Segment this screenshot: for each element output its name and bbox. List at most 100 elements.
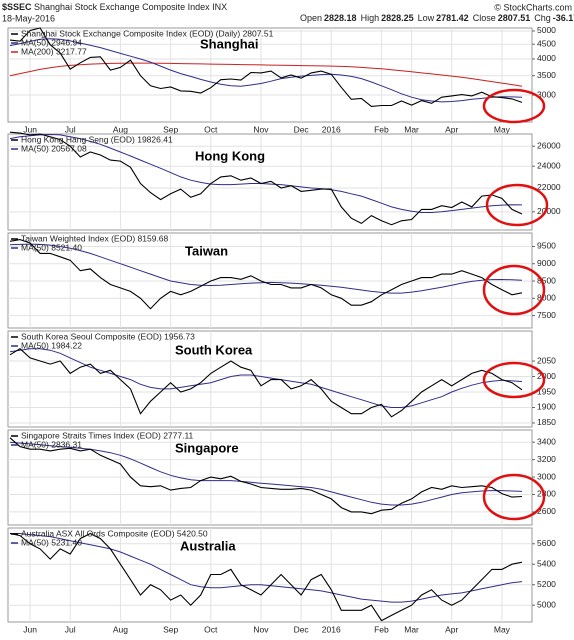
- x-tick-label: Sep: [163, 624, 178, 634]
- x-tick-label: May: [494, 624, 511, 634]
- y-tick-label: 1850: [537, 417, 556, 427]
- x-tick-label: Jun: [23, 124, 37, 134]
- legend-entry: MA(50) 20567.08: [21, 143, 87, 153]
- moving-average-line: [9, 441, 523, 506]
- y-tick-label: 22000: [537, 182, 561, 192]
- legend-entry: MA(50) 8521.40: [21, 242, 82, 252]
- x-tick-label: Oct: [204, 624, 218, 634]
- legend-entry: South Korea Seoul Composite (EOD) 1956.7…: [21, 331, 195, 341]
- y-tick-label: 5000: [537, 599, 556, 609]
- y-tick-label: 20000: [537, 206, 561, 216]
- panel-label: Shanghai: [200, 36, 259, 51]
- header-title: $SSEC Shanghai Stock Exchange Composite …: [2, 2, 227, 12]
- index-name: Shanghai Stock Exchange Composite Index: [34, 2, 210, 12]
- moving-average-line: [10, 533, 523, 603]
- highlight-circles: [482, 88, 549, 521]
- moving-average-line: [9, 38, 523, 103]
- x-tick-label: 2016: [322, 624, 341, 634]
- y-tick-label: 3200: [537, 454, 556, 464]
- y-tick-label: 8000: [537, 293, 556, 303]
- x-tick-label: Jul: [65, 624, 76, 634]
- panel-label: Australia: [180, 538, 236, 553]
- y-tick-label: 3000: [537, 89, 556, 99]
- quote-value: -36.17 (-1.27%): [553, 13, 574, 23]
- y-tick-label: 4000: [537, 53, 556, 63]
- panel-frame: [7, 27, 533, 123]
- y-tick-label: 9500: [537, 241, 556, 251]
- x-tick-label: Oct: [204, 124, 218, 134]
- y-tick-label: 1900: [537, 402, 556, 412]
- y-tick-label: 8500: [537, 275, 556, 285]
- source: © StockCharts.com: [494, 2, 572, 12]
- x-tick-label: Jun: [23, 624, 37, 634]
- symbol: $SSEC: [2, 2, 32, 12]
- x-tick-label: Nov: [253, 624, 269, 634]
- x-tick-label: Apr: [445, 624, 458, 634]
- y-tick-label: 5600: [537, 538, 556, 548]
- quote: Open 2828.18 High 2828.25 Low 2781.42 Close 280…: [300, 13, 574, 23]
- quote-label: Chg: [534, 13, 551, 23]
- quote-value: 2807.51: [498, 13, 531, 23]
- x-tick-label: Sep: [163, 124, 178, 134]
- y-tick-label: 24000: [537, 160, 561, 170]
- x-tick-label: 2016: [322, 124, 341, 134]
- legend-entry: MA(50) 5231.40: [21, 537, 82, 547]
- x-tick-label: Feb: [374, 124, 389, 134]
- quote-label: High: [361, 13, 380, 23]
- price-line: [9, 27, 523, 107]
- panel-label: South Korea: [175, 342, 253, 357]
- quote-value: 2781.42: [436, 13, 469, 23]
- y-tick-label: 3400: [537, 436, 556, 446]
- quote-label: Close: [473, 13, 496, 23]
- legend-entry: Hong Kong Hang Seng (EOD) 19826.41: [21, 134, 173, 144]
- date: 18-May-2016: [2, 13, 55, 23]
- y-tick-label: 5200: [537, 579, 556, 589]
- legend-entry: Australia ASX All Ords Composite (EOD) 5…: [21, 528, 208, 538]
- legend-entry: Taiwan Weighted Index (EOD) 8159.68: [21, 233, 169, 243]
- y-tick-label: 2600: [537, 506, 556, 516]
- moving-average-line: [9, 133, 523, 213]
- y-tick-label: 2800: [537, 489, 556, 499]
- y-tick-label: 9000: [537, 258, 556, 268]
- highlight-circle: [482, 473, 546, 521]
- y-tick-label: 5000: [537, 25, 556, 35]
- x-tick-label: Dec: [294, 624, 310, 634]
- legend-entry: MA(50) 2946.94: [21, 37, 82, 47]
- highlight-circle: [482, 361, 546, 399]
- quote-value: 2828.25: [381, 13, 414, 23]
- x-tick-label: Mar: [404, 124, 419, 134]
- y-tick-label: 4500: [537, 38, 556, 48]
- legend-entry: MA(50) 2836.31: [21, 439, 82, 449]
- panel-label: Singapore: [175, 440, 239, 455]
- panel-label: Taiwan: [185, 243, 228, 258]
- x-tick-label: Feb: [374, 624, 389, 634]
- y-tick-label: 5400: [537, 558, 556, 568]
- legend-entry: MA(200) 3217.77: [21, 46, 87, 56]
- exchange: INX: [212, 2, 227, 12]
- legend-entry: Singapore Straits Times Index (EOD) 2777…: [21, 430, 194, 440]
- price-line: [9, 348, 523, 418]
- price-line: [9, 437, 523, 515]
- panel-frame: [7, 330, 533, 428]
- y-tick-label: 1950: [537, 386, 556, 396]
- x-tick-label: Aug: [113, 124, 128, 134]
- x-tick-label: Jul: [65, 124, 76, 134]
- y-tick-label: 3000: [537, 471, 556, 481]
- y-tick-label: 3500: [537, 70, 556, 80]
- moving-average-line: [9, 62, 523, 87]
- x-tick-label: Aug: [113, 624, 128, 634]
- legend-entry: Shanghai Stock Exchange Composite Index …: [21, 28, 274, 38]
- price-line: [9, 239, 523, 310]
- highlight-circle: [485, 183, 549, 227]
- x-tick-label: Dec: [294, 124, 310, 134]
- panel-frame: [7, 527, 533, 623]
- quote-label: Low: [418, 13, 435, 23]
- panel-frame: [7, 232, 533, 329]
- x-tick-label: Nov: [253, 124, 269, 134]
- highlight-circle: [482, 88, 546, 124]
- quote-value: 2828.18: [324, 13, 357, 23]
- quote-label: Open: [300, 13, 322, 23]
- price-line: [9, 532, 523, 622]
